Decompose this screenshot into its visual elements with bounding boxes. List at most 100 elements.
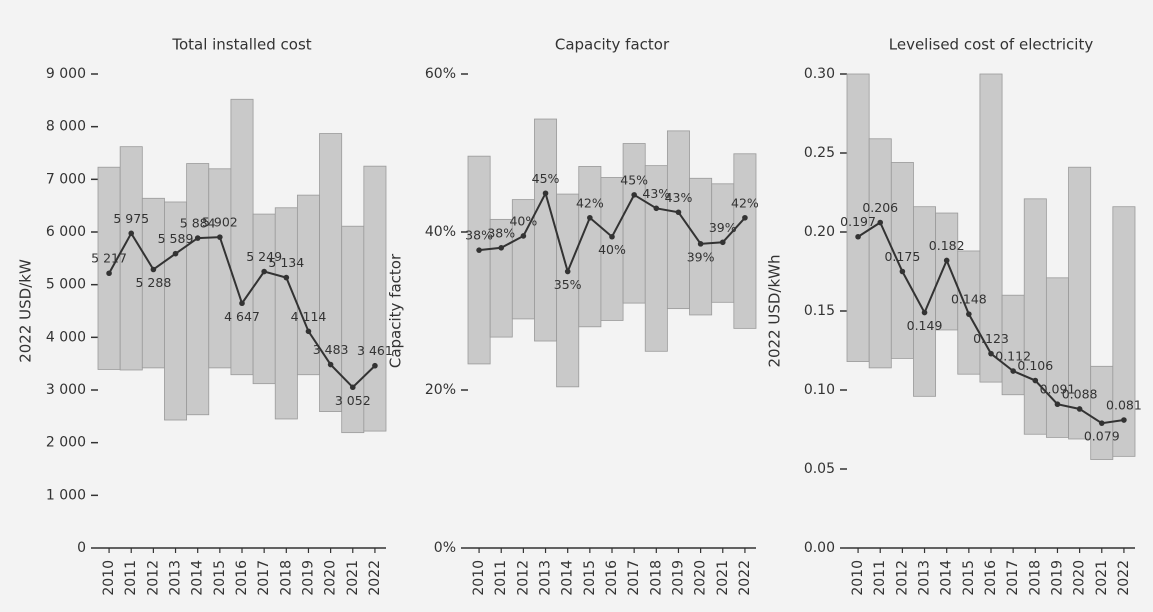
y-tick-label: 0.15 bbox=[804, 303, 835, 319]
y-tick-label: 0.05 bbox=[804, 461, 835, 477]
range-band bbox=[319, 133, 343, 412]
data-point bbox=[609, 233, 615, 240]
data-point bbox=[921, 309, 928, 316]
x-tick-label: 2012 bbox=[894, 560, 910, 596]
data-point bbox=[855, 233, 861, 240]
range-band bbox=[935, 212, 959, 331]
y-tick-label: 3 000 bbox=[46, 382, 86, 398]
x-tick-label: 2019 bbox=[670, 560, 686, 596]
panel-title: Total installed cost bbox=[171, 36, 311, 54]
x-tick-label: 2021 bbox=[345, 560, 361, 596]
y-tick-label: 40% bbox=[425, 224, 456, 240]
x-tick-label: 2020 bbox=[693, 560, 709, 596]
x-tick-label: 2011 bbox=[872, 560, 888, 596]
x-tick-label: 2015 bbox=[961, 560, 977, 596]
data-point bbox=[239, 300, 245, 307]
x-tick-label: 2020 bbox=[1072, 560, 1088, 596]
range-band bbox=[230, 98, 254, 376]
data-point bbox=[128, 230, 135, 237]
y-tick-label: 9 000 bbox=[46, 66, 86, 82]
y-axis-label: Capacity factor bbox=[387, 253, 405, 368]
data-point bbox=[1054, 401, 1061, 408]
value-label: 42% bbox=[576, 195, 604, 210]
value-label: 5 288 bbox=[135, 275, 171, 290]
y-tick-label: 0% bbox=[434, 540, 456, 556]
x-tick-label: 2010 bbox=[101, 560, 117, 596]
range-band bbox=[97, 166, 121, 370]
data-point bbox=[1121, 417, 1127, 423]
value-label: 0.149 bbox=[907, 318, 943, 333]
value-label: 5 902 bbox=[202, 215, 238, 230]
x-tick-label: 2022 bbox=[1116, 560, 1132, 596]
value-label: 0.197 bbox=[840, 214, 876, 229]
x-tick-label: 2014 bbox=[939, 560, 955, 596]
x-tick-label: 2018 bbox=[278, 560, 294, 596]
range-band bbox=[467, 155, 491, 365]
value-label: 5 589 bbox=[158, 231, 194, 246]
data-point bbox=[172, 250, 179, 257]
y-tick-label: 0.00 bbox=[804, 540, 835, 556]
x-tick-label: 2017 bbox=[1005, 560, 1021, 596]
y-tick-label: 6 000 bbox=[46, 224, 86, 240]
data-point bbox=[653, 205, 660, 212]
x-tick-label: 2017 bbox=[626, 560, 642, 596]
data-point bbox=[943, 257, 950, 264]
x-tick-label: 2017 bbox=[256, 560, 272, 596]
range-band bbox=[666, 130, 690, 310]
x-tick-label: 2021 bbox=[1094, 560, 1110, 596]
data-point bbox=[150, 266, 157, 273]
x-tick-label: 2012 bbox=[515, 560, 531, 596]
range-band bbox=[1068, 166, 1092, 440]
y-tick-label: 0.20 bbox=[804, 224, 835, 240]
range-band bbox=[913, 206, 937, 397]
data-point bbox=[1098, 420, 1105, 426]
data-point bbox=[877, 219, 884, 226]
value-label: 3 461 bbox=[357, 343, 393, 358]
x-tick-label: 2015 bbox=[582, 560, 598, 596]
data-point bbox=[697, 241, 704, 247]
data-point bbox=[742, 214, 748, 221]
x-tick-label: 2020 bbox=[323, 560, 339, 596]
range-band bbox=[979, 73, 1003, 383]
value-label: 0.112 bbox=[995, 349, 1031, 364]
value-label: 5 217 bbox=[91, 251, 127, 266]
x-tick-label: 2012 bbox=[145, 560, 161, 596]
data-point bbox=[372, 362, 378, 369]
x-tick-label: 2010 bbox=[471, 560, 487, 596]
value-label: 0.206 bbox=[862, 200, 898, 215]
x-tick-label: 2015 bbox=[212, 560, 228, 596]
value-label: 0.175 bbox=[884, 249, 920, 264]
data-point bbox=[194, 235, 201, 241]
value-label: 39% bbox=[687, 249, 715, 264]
value-label: 3 483 bbox=[313, 342, 349, 357]
value-label: 42% bbox=[731, 195, 759, 210]
value-label: 4 647 bbox=[224, 309, 260, 324]
range-band bbox=[1112, 206, 1136, 457]
data-point bbox=[476, 247, 482, 253]
data-point bbox=[988, 350, 994, 357]
data-point bbox=[349, 384, 356, 391]
data-point bbox=[966, 311, 972, 317]
data-point bbox=[899, 268, 906, 275]
data-point bbox=[675, 209, 682, 216]
y-tick-label: 0.10 bbox=[804, 382, 835, 398]
range-band bbox=[363, 165, 387, 432]
y-axis-label: 2022 USD/kWh bbox=[766, 254, 784, 367]
data-point bbox=[1010, 368, 1016, 374]
panel-title: Capacity factor bbox=[555, 36, 670, 54]
data-point bbox=[1076, 406, 1083, 412]
x-tick-label: 2016 bbox=[983, 560, 999, 596]
y-tick-label: 5 000 bbox=[46, 277, 86, 293]
x-tick-label: 2022 bbox=[737, 560, 753, 596]
y-tick-label: 0.30 bbox=[804, 66, 835, 82]
data-point bbox=[564, 268, 571, 275]
value-label: 40% bbox=[509, 213, 537, 228]
data-point bbox=[587, 214, 593, 221]
value-label: 43% bbox=[642, 186, 670, 201]
x-tick-label: 2021 bbox=[715, 560, 731, 596]
range-band bbox=[1090, 365, 1114, 460]
value-label: 0.182 bbox=[929, 238, 965, 253]
data-point bbox=[261, 268, 267, 275]
value-label: 4 114 bbox=[291, 309, 327, 324]
y-tick-label: 7 000 bbox=[46, 171, 86, 187]
